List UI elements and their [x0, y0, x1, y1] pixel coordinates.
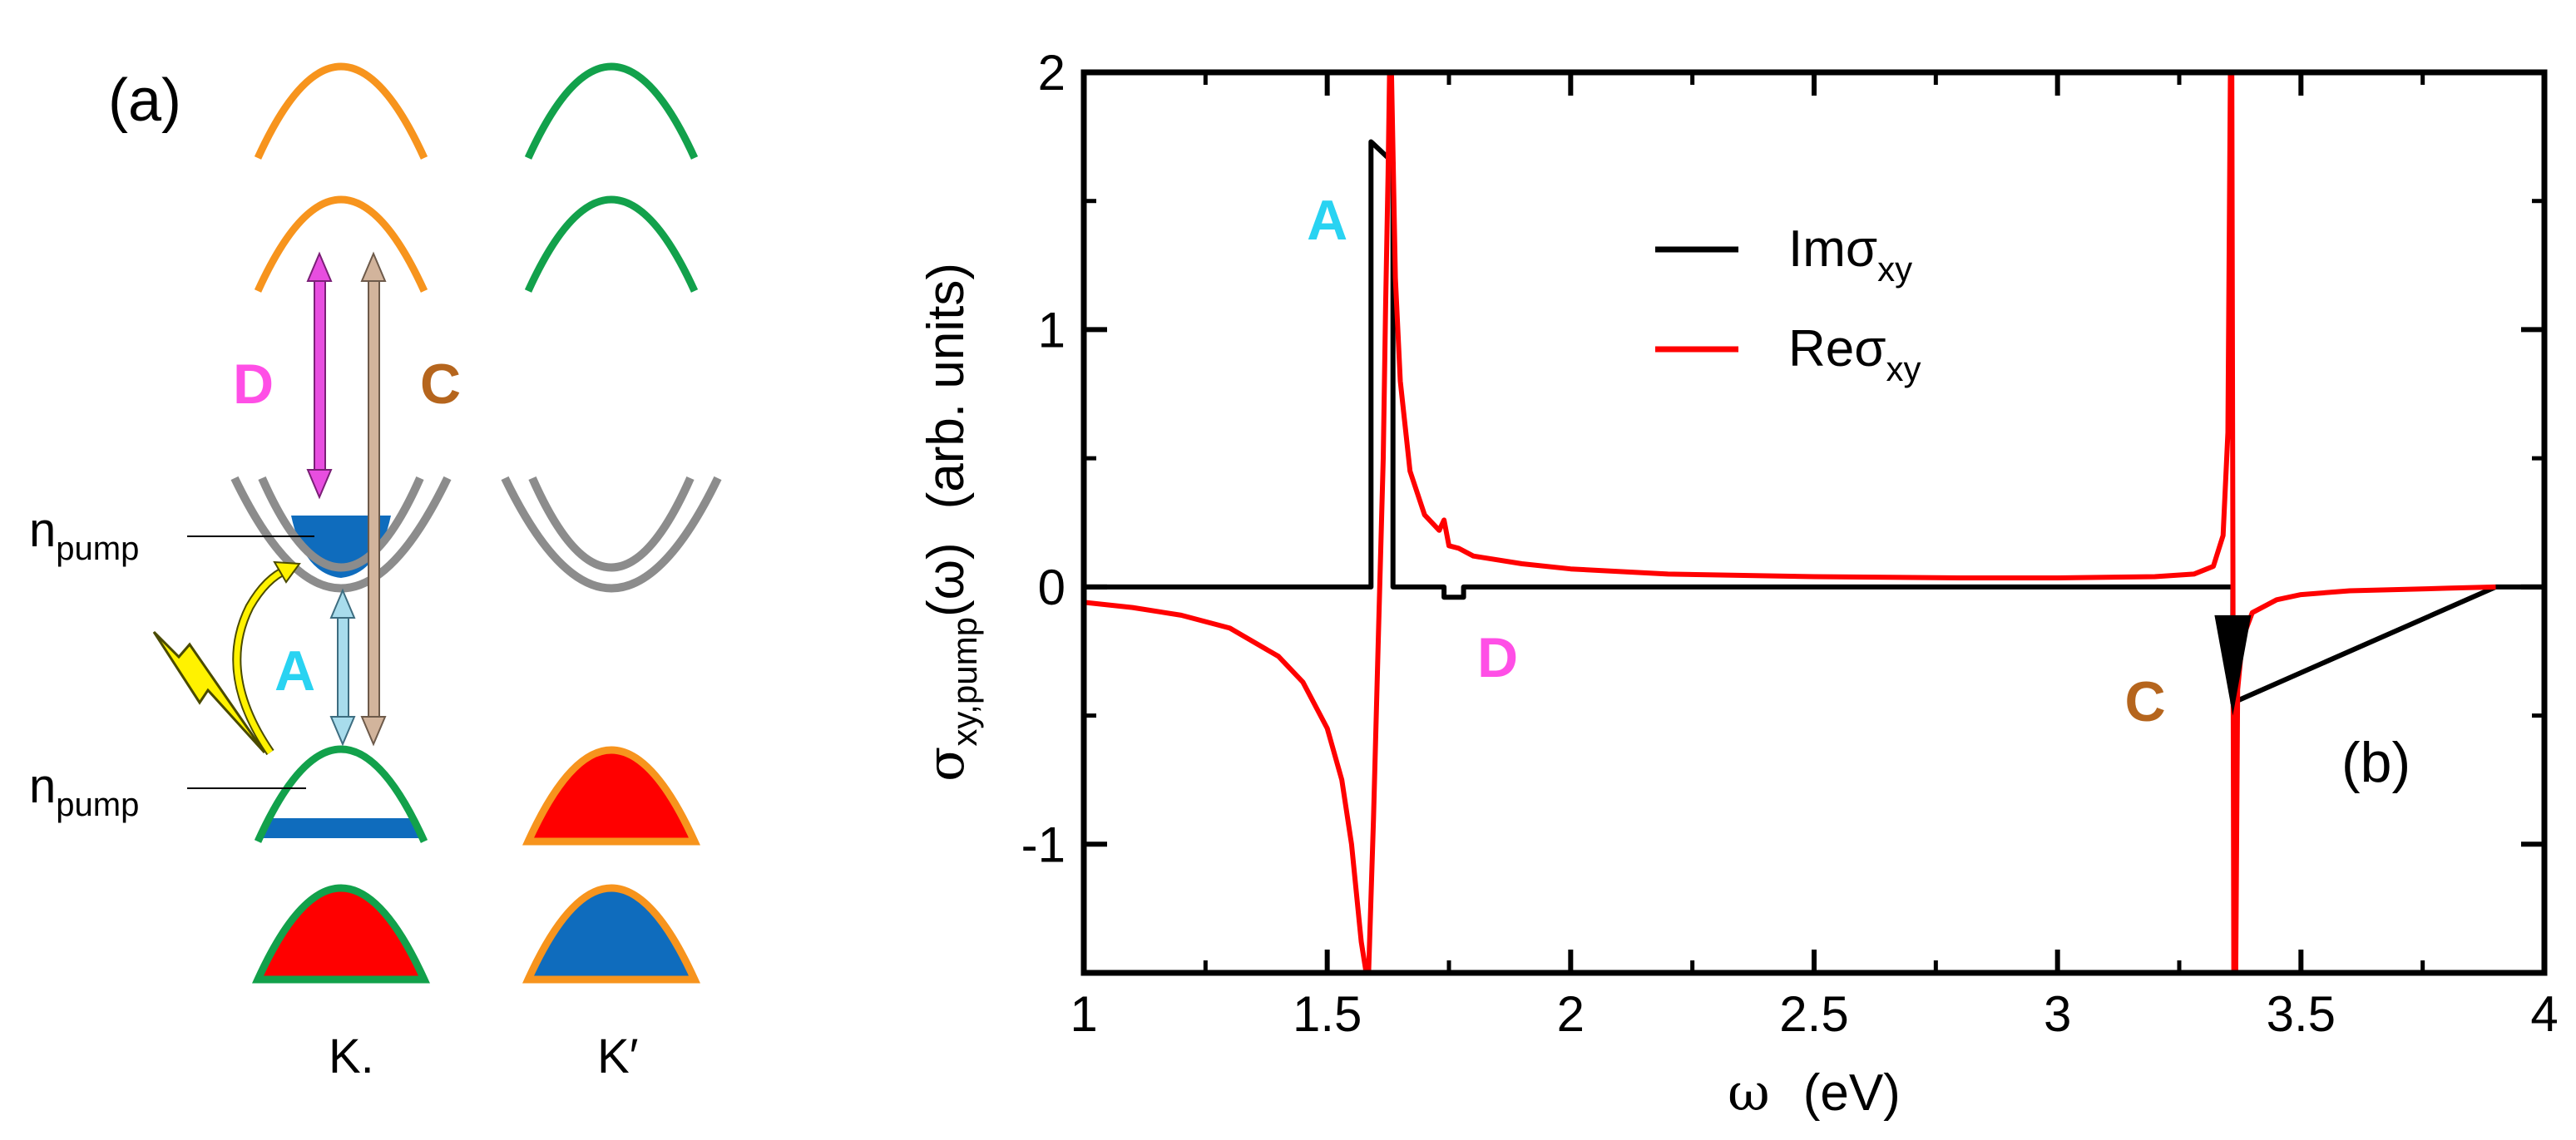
kp-valence-band-low — [522, 884, 700, 984]
transition-c-arrow — [360, 251, 387, 747]
kp-gray-band-2 — [528, 476, 695, 572]
x-axis-label: ω (eV) — [1728, 1062, 1901, 1123]
kp-conduction-band-upper — [524, 62, 699, 160]
x-tick-label: 1 — [1070, 986, 1097, 1042]
annotation-D: D — [1477, 626, 1518, 689]
transition-a-label: A — [274, 639, 315, 703]
n-pump-label-upper: npump — [29, 503, 139, 567]
annotation-C: C — [2124, 670, 2165, 733]
x-tick-label: 1.5 — [1293, 986, 1362, 1042]
chart-series-group — [1084, 72, 2544, 973]
y-tick-label: 1 — [1038, 302, 1066, 358]
chart-axes — [1080, 69, 2548, 976]
x-tick-label: 4 — [2530, 986, 2558, 1042]
x-tick-label: 2.5 — [1779, 986, 1848, 1042]
annotation-A: A — [1307, 189, 1347, 252]
y-axis-label: σxy,pump(ω)(arb. units) — [915, 263, 984, 782]
chart-text: 1 1.5 2 2.5 3 3.5 4 -1 0 1 2 ω (eV) σxy,pump(ω)(arb. … — [915, 45, 2559, 1123]
valley-label-k-prime: K′ — [597, 1029, 639, 1083]
legend-label-1: Reσxy — [1788, 320, 1921, 388]
panel-a-band-diagram: (a) — [29, 62, 722, 1083]
pump-curved-arrow-fill — [234, 566, 289, 754]
im-sigma-xy-arrowhead — [2214, 614, 2252, 716]
x-tick-label: 3.5 — [2267, 986, 2336, 1042]
k-conduction-band-middle — [254, 195, 428, 293]
transition-c-label: C — [420, 353, 461, 416]
series-line-re-sigma-xy — [1084, 72, 2496, 973]
panel-a-label: (a) — [108, 67, 181, 134]
x-tick-label: 2 — [1557, 986, 1585, 1042]
k-valence-band-blue — [260, 818, 423, 838]
y-tick-label: -1 — [1021, 817, 1066, 872]
k-valence-band-hole — [268, 775, 414, 818]
pump-curved-arrowhead — [273, 560, 301, 584]
panel-b-chart: 1 1.5 2 2.5 3 3.5 4 -1 0 1 2 ω (eV) σxy,pump(ω)(arb. … — [915, 45, 2559, 1123]
k-gray-band-2 — [258, 476, 424, 572]
n-pump-label-lower: npump — [29, 759, 139, 823]
lightning-bolt-icon — [152, 630, 266, 754]
x-tick-label: 3 — [2044, 986, 2071, 1042]
kp-conduction-band-middle — [524, 195, 699, 293]
kp-gray-band-1 — [501, 476, 722, 593]
k-valence-band-top — [254, 745, 428, 843]
transition-d-label: D — [233, 353, 274, 416]
y-tick-label: 2 — [1038, 45, 1066, 101]
k-valence-band-low — [252, 884, 430, 984]
transition-d-arrow — [306, 251, 333, 500]
plot-frame — [1080, 69, 2548, 976]
transition-a-arrow — [329, 588, 356, 747]
kp-valence-band-top — [522, 746, 700, 846]
legend-label-0: Imσxy — [1788, 220, 1912, 289]
panel-b-label: (b) — [2341, 731, 2410, 794]
y-tick-label: 0 — [1038, 560, 1066, 615]
k-conduction-band-upper — [254, 62, 428, 160]
valley-label-k: K. — [329, 1029, 374, 1083]
k-gray-band-1 — [230, 476, 452, 593]
